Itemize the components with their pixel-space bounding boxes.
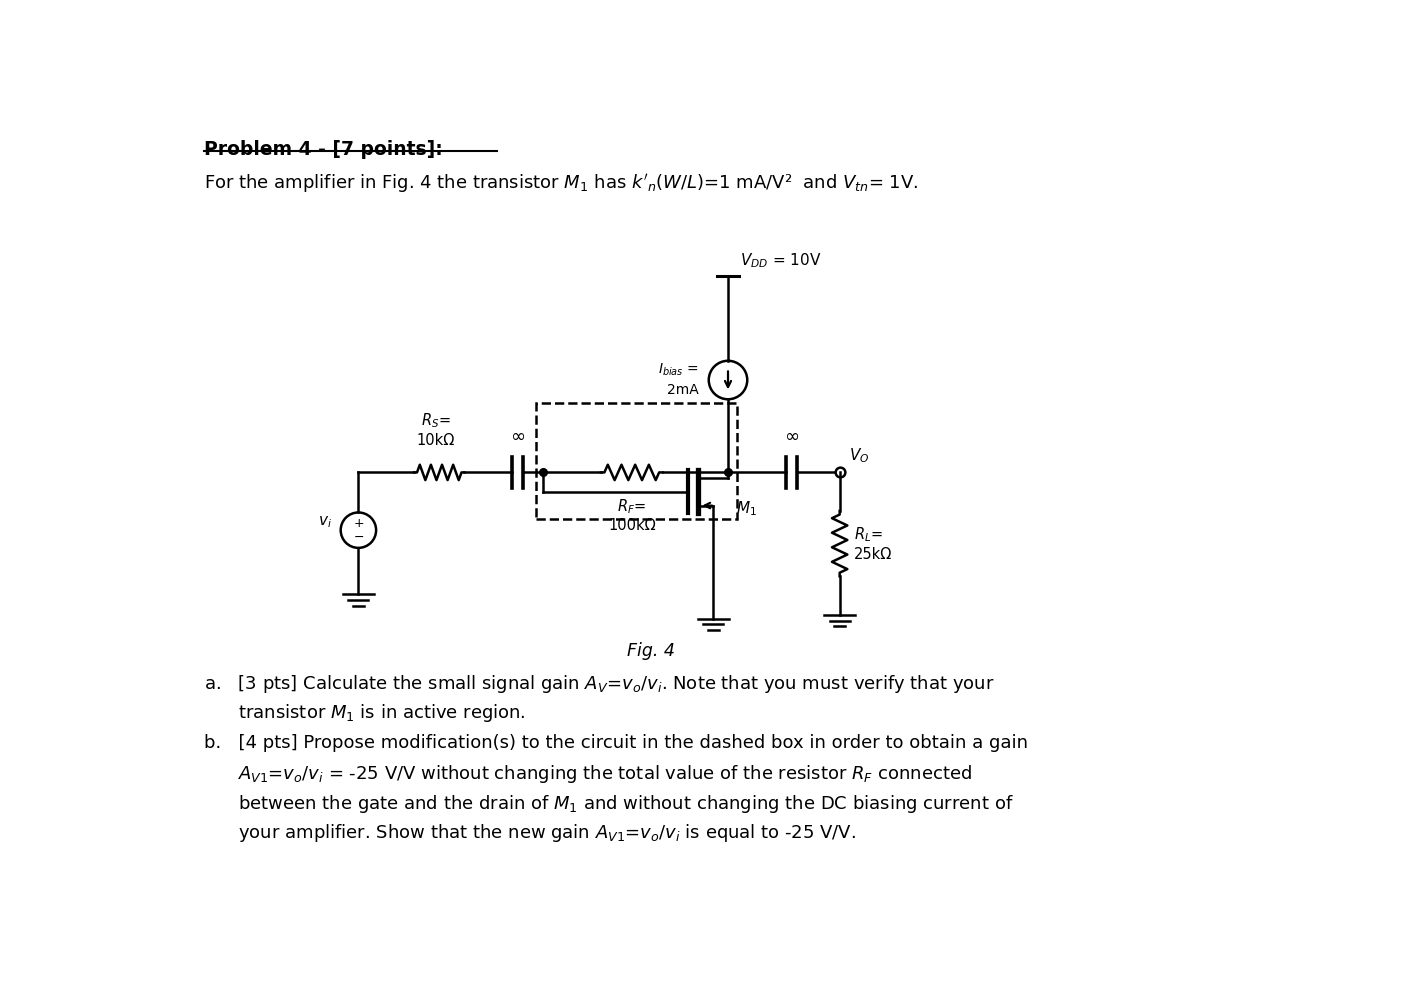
Text: ∞: ∞ — [510, 427, 525, 445]
Bar — [536, 403, 737, 519]
Text: between the gate and the drain of $M_1$ and without changing the DC biasing curr: between the gate and the drain of $M_1$ … — [205, 792, 1014, 814]
Text: Fig. 4: Fig. 4 — [627, 642, 675, 660]
Text: Problem 4 - [7 points]:: Problem 4 - [7 points]: — [205, 140, 444, 159]
Text: $v_i$: $v_i$ — [317, 515, 331, 530]
Text: $A_{V1}$=$v_o$/$v_i$ = -25 V/V without changing the total value of the resistor : $A_{V1}$=$v_o$/$v_i$ = -25 V/V without c… — [205, 763, 973, 785]
Text: $I_{bias}$ =: $I_{bias}$ = — [658, 362, 698, 378]
Text: $V_O$: $V_O$ — [849, 446, 869, 465]
Text: 2mA: 2mA — [667, 383, 698, 397]
Text: −: − — [354, 531, 364, 544]
Text: a.   [3 pts] Calculate the small signal gain $A_V$=$v_o$/$v_i$. Note that you mu: a. [3 pts] Calculate the small signal ga… — [205, 673, 995, 695]
Text: +: + — [354, 517, 364, 530]
Text: $R_S$=
10kΩ: $R_S$= 10kΩ — [417, 412, 455, 448]
Text: your amplifier. Show that the new gain $A_{V1}$=$v_o$/$v_i$ is equal to -25 V/V.: your amplifier. Show that the new gain $… — [205, 822, 856, 844]
Text: For the amplifier in Fig. 4 the transistor $M_1$ has $k'_n(W/L)$=1 mA/V²  and $V: For the amplifier in Fig. 4 the transist… — [205, 172, 919, 196]
Text: $R_L$=
25kΩ: $R_L$= 25kΩ — [853, 526, 892, 562]
Text: ∞: ∞ — [784, 427, 799, 445]
Text: $M_1$: $M_1$ — [737, 499, 758, 518]
Text: transistor $M_1$ is in active region.: transistor $M_1$ is in active region. — [205, 702, 526, 724]
Text: b.   [4 pts] Propose modification(s) to the circuit in the dashed box in order t: b. [4 pts] Propose modification(s) to th… — [205, 735, 1028, 752]
Text: $V_{DD}$ = 10V: $V_{DD}$ = 10V — [739, 251, 820, 269]
Text: $R_F$=
100kΩ: $R_F$= 100kΩ — [609, 497, 656, 533]
